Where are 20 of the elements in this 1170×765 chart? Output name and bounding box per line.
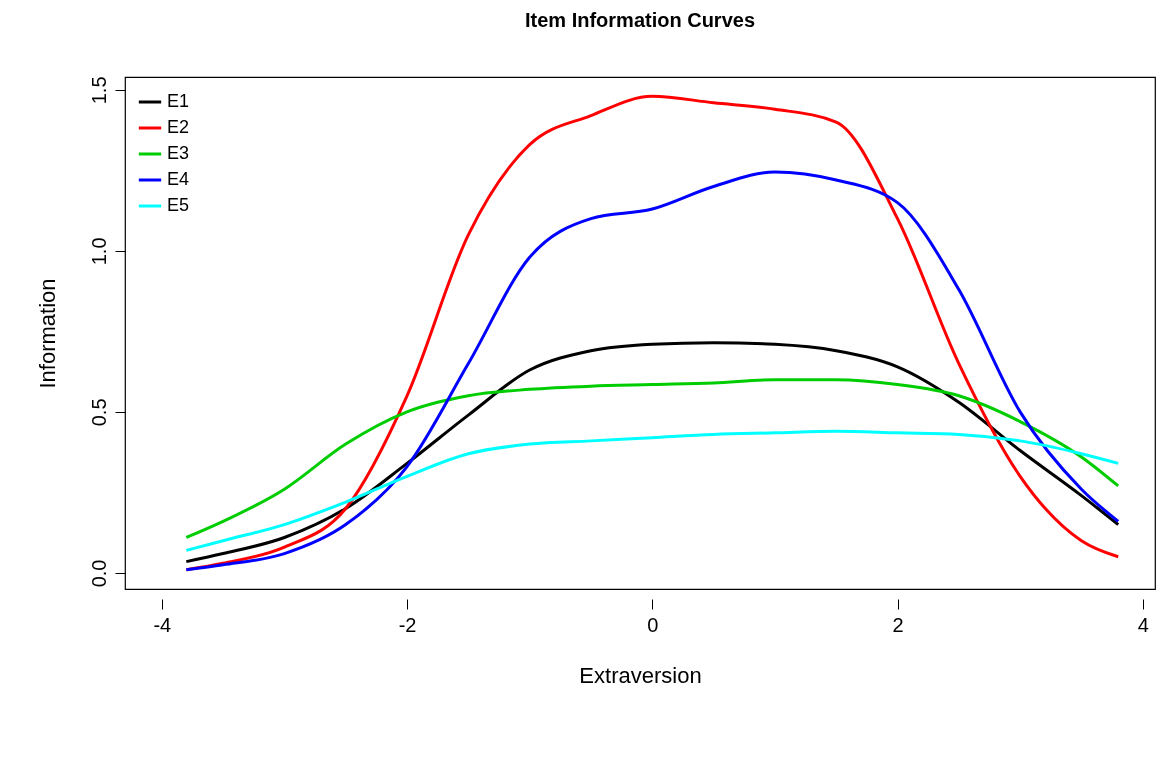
- chart-title: Item Information Curves: [524, 8, 756, 31]
- legend-label: E2: [167, 117, 190, 137]
- y-tick-label: 1.5: [87, 76, 110, 105]
- line-series: [184, 429, 1120, 552]
- x-tick-label: 0: [647, 613, 659, 636]
- line-series: [184, 378, 1120, 539]
- legend-label: E1: [167, 91, 190, 111]
- x-tick-label: 2: [892, 613, 904, 636]
- legend-label: E4: [167, 169, 190, 189]
- y-tick-label: 1.0: [87, 237, 110, 266]
- x-axis-title: Extraversion: [579, 662, 702, 688]
- line-series: [184, 341, 1120, 564]
- legend-label: E5: [167, 195, 190, 215]
- x-tick-label: 4: [1137, 613, 1149, 636]
- x-tick-label: -4: [153, 613, 172, 636]
- legend-label: E3: [167, 143, 190, 163]
- y-axis-title: Information: [34, 278, 60, 389]
- y-tick-label: 0.0: [87, 559, 110, 588]
- y-tick-label: 0.5: [87, 398, 110, 427]
- x-tick-label: -2: [398, 613, 417, 636]
